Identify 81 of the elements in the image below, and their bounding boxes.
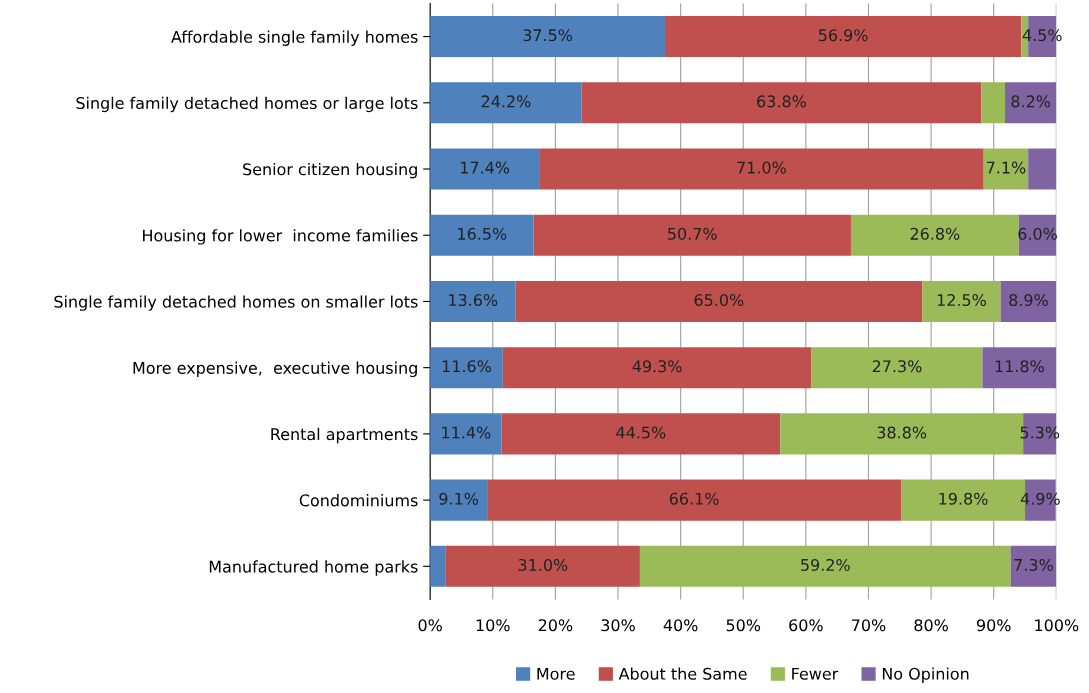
bar [983,148,1029,190]
bar [430,214,534,256]
x-tick-label: 70% [852,619,886,632]
data-label: 37.5% [523,29,573,42]
data-label: 38.8% [877,426,927,439]
data-label: 65.0% [694,294,744,307]
bar [430,347,503,389]
x-tick-label: 100% [1035,619,1079,632]
data-label: 8.9% [1009,294,1048,307]
data-label: 9.1% [439,492,479,505]
y-tick-label: Manufactured home parks [209,560,418,576]
data-label: 11.6% [442,360,491,373]
bar [430,82,582,124]
data-label: 11.8% [995,360,1044,373]
x-tick-label: 10% [476,619,510,632]
data-label: 50.7% [668,227,717,240]
x-tick-label: 20% [538,619,573,632]
bar [850,214,1019,256]
x-tick-label: 90% [976,619,1011,632]
data-label: 24.2% [481,95,531,108]
data-label: 63.8% [757,95,806,108]
data-label: 71.0% [737,161,786,174]
data-label: 11.4% [442,426,491,439]
bar [430,148,540,190]
bar [811,347,983,389]
data-label: 19.8% [939,492,988,505]
data-label: 7.3% [1014,558,1053,571]
bar [430,479,488,521]
data-label: 44.5% [616,426,666,439]
y-tick-label: Senior citizen housing [243,162,417,179]
bar [1010,545,1057,587]
x-tick-label: 60% [789,619,823,632]
bar [502,347,812,389]
bar [922,280,1001,322]
bar [430,545,446,587]
y-tick-label: Affordable single family homes [171,30,418,46]
data-label: 26.8% [910,227,960,240]
bar [430,280,516,322]
legend-label: More [537,667,575,680]
data-label: 27.3% [872,360,922,373]
y-tick-label: Single family detached homes or large lots [76,96,418,113]
bar [581,82,982,124]
bar [430,413,502,455]
y-tick-label: More expensive, executive housing [133,361,417,378]
y-tick-label: Condominiums [299,494,418,507]
x-tick-label: 50% [726,619,761,632]
data-label: 7.1% [986,161,1026,174]
data-label: 16.5% [458,227,507,240]
x-tick-label: 0% [418,619,442,632]
legend-label: No Opinion [882,667,969,683]
y-tick-label: Housing for lower income families [143,229,418,245]
bar [515,280,923,322]
data-label: 12.5% [937,294,986,307]
legend-label: About the Same [618,667,747,680]
bar [664,16,1022,58]
y-tick-label: Rental apartments [271,427,418,444]
bar [501,413,781,455]
bar [487,479,902,521]
bar [1000,280,1057,322]
data-label: 8.2% [1011,95,1051,108]
bar [981,82,1005,124]
x-tick-label: 80% [914,619,948,632]
data-label: 56.9% [818,29,868,42]
bar [1028,148,1057,190]
bar [639,545,1011,587]
data-label: 66.1% [669,492,719,505]
bar [982,347,1057,389]
bar [533,214,851,256]
legend-label: Fewer [792,667,839,680]
x-tick-label: 30% [601,619,635,632]
y-tick-label: Single family detached homes on smaller lots [54,295,418,311]
data-label: 49.3% [632,360,682,373]
bar [445,545,640,587]
data-label: 59.2% [801,558,850,571]
bar [430,16,665,58]
data-label: 17.4% [461,161,510,174]
data-label: 13.6% [449,294,498,307]
bar [1004,82,1057,124]
bar [539,148,984,190]
x-tick-label: 40% [663,619,698,632]
data-label: 31.0% [518,558,568,571]
